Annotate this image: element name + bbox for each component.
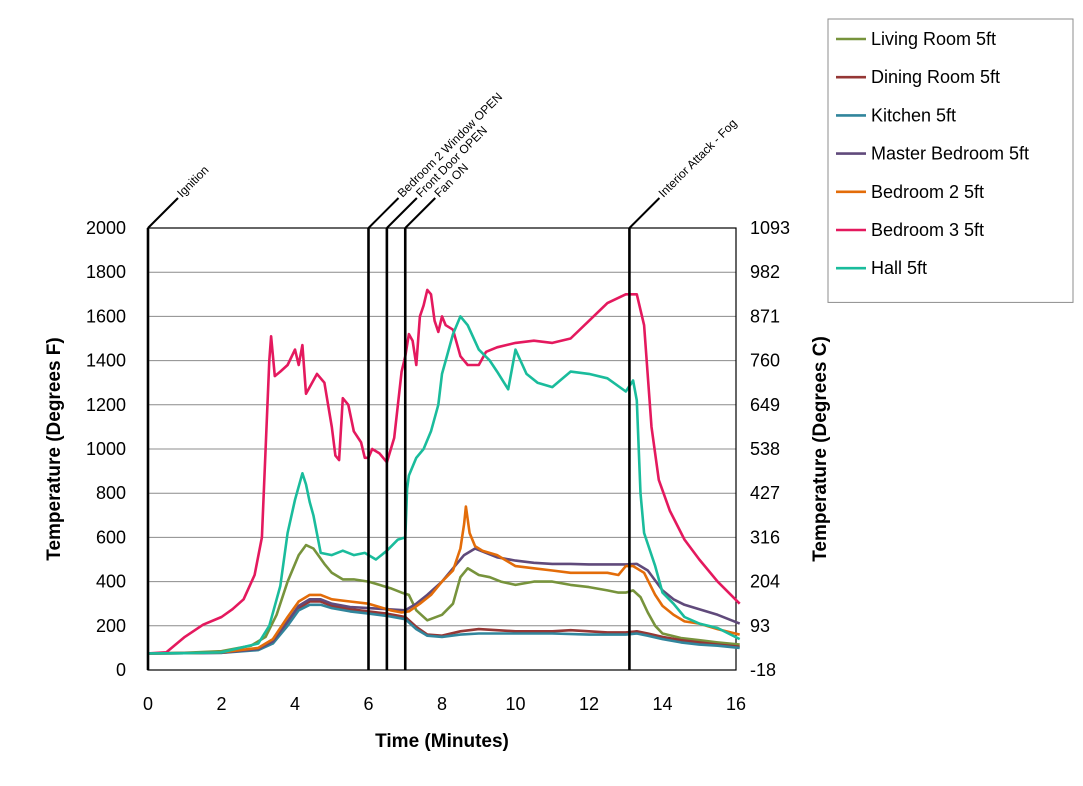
y2-tick-label: 316 bbox=[750, 527, 780, 547]
x-tick-label: 6 bbox=[363, 694, 373, 714]
series-line-hall-5ft bbox=[147, 315, 741, 655]
legend-item: Dining Room 5ft bbox=[836, 67, 1000, 87]
y-tick-label: 200 bbox=[96, 616, 126, 636]
y2-tick-label: 649 bbox=[750, 395, 780, 415]
series-lines bbox=[147, 288, 741, 655]
y2-tick-label: 538 bbox=[750, 439, 780, 459]
y2-tick-label: -18 bbox=[750, 660, 776, 680]
legend-label: Hall 5ft bbox=[871, 258, 927, 278]
y-axis-title: Temperature (Degrees F) bbox=[44, 337, 65, 561]
legend-item: Master Bedroom 5ft bbox=[836, 144, 1029, 164]
y-tick-label: 1800 bbox=[86, 262, 126, 282]
legend-item: Bedroom 3 5ft bbox=[836, 220, 984, 240]
y2-tick-label: 760 bbox=[750, 351, 780, 371]
y-tick-label: 1600 bbox=[86, 306, 126, 326]
legend-box bbox=[827, 18, 1074, 303]
event-leader-line bbox=[147, 197, 179, 229]
series-line-kitchen-5ft bbox=[147, 603, 740, 655]
legend-item: Kitchen 5ft bbox=[836, 105, 956, 125]
event-label: Interior Attack - Fog bbox=[656, 116, 740, 200]
legend-item: Hall 5ft bbox=[836, 258, 927, 278]
event-leader-line bbox=[386, 197, 418, 229]
gridlines bbox=[148, 227, 736, 671]
y-tick-label: 400 bbox=[96, 572, 126, 592]
x-tick-labels: 0 2 4 6 8 10 12 14 16 bbox=[143, 694, 746, 714]
x-tick-label: 12 bbox=[579, 694, 599, 714]
y-tick-labels: 0 200 400 600 800 1000 1200 1400 1600 1800 2000 bbox=[86, 218, 126, 680]
legend-label: Kitchen 5ft bbox=[871, 105, 956, 125]
x-tick-label: 4 bbox=[290, 694, 300, 714]
legend-item: Living Room 5ft bbox=[836, 29, 996, 49]
x-axis-title: Time (Minutes) bbox=[375, 731, 509, 752]
legend-label: Living Room 5ft bbox=[871, 29, 996, 49]
series-line-living-room-5ft bbox=[147, 543, 740, 655]
event-leader-line bbox=[628, 197, 661, 229]
series-line-bedroom-2-5ft bbox=[147, 505, 741, 655]
y-tick-label: 0 bbox=[116, 660, 126, 680]
y2-tick-label: 1093 bbox=[750, 218, 790, 238]
event-label: Ignition bbox=[174, 163, 211, 200]
y-tick-label: 1000 bbox=[86, 439, 126, 459]
event-marker: Ignition bbox=[146, 163, 211, 670]
series-line-bedroom-3-5ft bbox=[147, 288, 741, 655]
y2-tick-label: 204 bbox=[750, 572, 780, 592]
event-marker: Fan ON bbox=[403, 161, 471, 670]
legend-label: Bedroom 3 5ft bbox=[871, 220, 984, 240]
x-tick-label: 8 bbox=[437, 694, 447, 714]
y-tick-label: 2000 bbox=[86, 218, 126, 238]
y2-tick-label: 427 bbox=[750, 483, 780, 503]
x-tick-label: 10 bbox=[505, 694, 525, 714]
legend: Living Room 5ft Dining Room 5ft Kitchen 5f… bbox=[827, 18, 1074, 303]
y2-axis-title: Temperature (Degrees C) bbox=[810, 336, 831, 562]
y2-tick-label: 871 bbox=[750, 306, 780, 326]
series-line-master-bedroom-5ft bbox=[147, 547, 741, 655]
legend-label: Master Bedroom 5ft bbox=[871, 144, 1029, 164]
y-tick-label: 800 bbox=[96, 483, 126, 503]
y-tick-label: 600 bbox=[96, 527, 126, 547]
event-leader-line bbox=[367, 197, 400, 229]
x-tick-label: 2 bbox=[216, 694, 226, 714]
legend-label: Bedroom 2 5ft bbox=[871, 182, 984, 202]
legend-label: Dining Room 5ft bbox=[871, 67, 1000, 87]
x-tick-label: 0 bbox=[143, 694, 153, 714]
y-tick-label: 1200 bbox=[86, 395, 126, 415]
y2-tick-labels: -18 93 204 316 427 538 649 760 871 982 1093 bbox=[750, 218, 790, 680]
y2-tick-label: 982 bbox=[750, 262, 780, 282]
x-tick-label: 14 bbox=[652, 694, 672, 714]
event-leader-line bbox=[404, 197, 436, 229]
series-line-dining-room-5ft bbox=[147, 600, 740, 655]
y-tick-label: 1400 bbox=[86, 351, 126, 371]
y2-tick-label: 93 bbox=[750, 616, 770, 636]
legend-item: Bedroom 2 5ft bbox=[836, 182, 984, 202]
x-tick-label: 16 bbox=[726, 694, 746, 714]
